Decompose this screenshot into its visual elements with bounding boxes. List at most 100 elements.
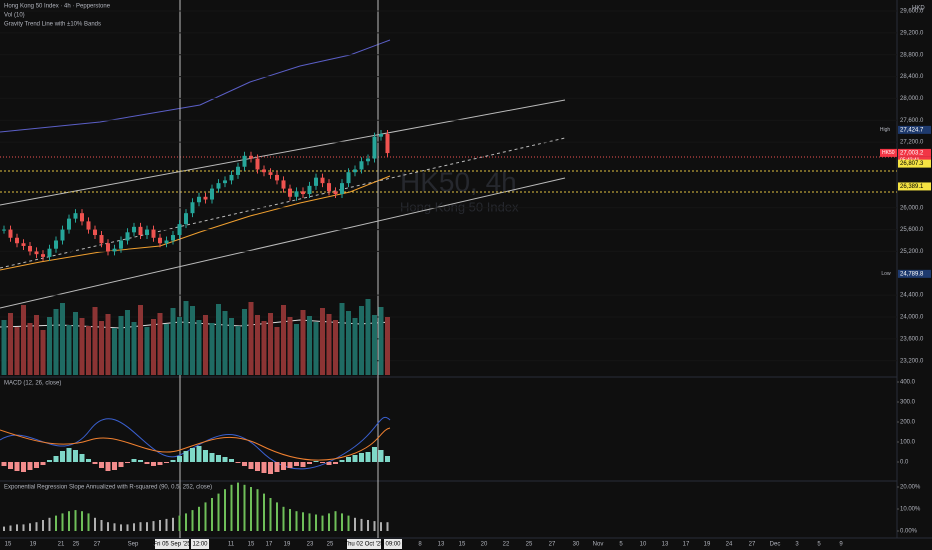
time-label: 19 — [30, 542, 37, 548]
macd-histogram-bar — [326, 462, 332, 465]
volume-bar — [47, 317, 52, 375]
regression-title: Exponential Regression Slope Annualized … — [4, 485, 212, 491]
macd-histogram-bar — [177, 456, 182, 462]
macd-histogram-bar — [164, 462, 169, 463]
candle — [171, 235, 175, 241]
candle — [301, 191, 305, 195]
candle — [158, 237, 162, 244]
candle — [41, 254, 45, 257]
volume-bar — [307, 316, 312, 375]
regression-bar — [113, 523, 116, 531]
candle — [132, 226, 136, 233]
macd-histogram-bar — [105, 462, 111, 471]
macd-histogram-bar — [261, 462, 267, 473]
volume-bar — [216, 304, 221, 375]
macd-histogram-bar — [151, 462, 156, 466]
volume-bar — [79, 318, 85, 375]
macd-histogram-bar — [274, 462, 280, 472]
time-label: 17 — [266, 542, 273, 548]
regression-bar — [185, 513, 187, 531]
macd-histogram-bar — [118, 462, 124, 467]
time-label: 5 — [619, 542, 623, 548]
channel-mid — [0, 137, 566, 269]
candle — [164, 240, 169, 244]
candle — [197, 196, 201, 203]
candle — [236, 166, 240, 175]
macd-histogram-bar — [229, 459, 234, 462]
candle — [60, 229, 65, 241]
volume-bar — [209, 323, 215, 375]
volume-bar — [105, 314, 111, 375]
regression-bar — [256, 489, 259, 531]
volume-bar — [60, 303, 65, 375]
candle — [86, 221, 91, 230]
macd-histogram-bar — [365, 452, 371, 462]
time-label: Fri 05 Sep '25 — [153, 542, 191, 548]
candle — [28, 245, 32, 252]
volume-bar — [53, 309, 59, 375]
y-tick-label: 100.0 — [900, 440, 916, 446]
macd-histogram-bar — [170, 460, 176, 462]
volume-bar — [313, 322, 319, 375]
macd-histogram-bar — [27, 462, 33, 470]
candle — [353, 169, 357, 173]
regression-bar — [243, 484, 246, 531]
regression-bar — [276, 502, 278, 531]
candle — [184, 213, 188, 225]
volume-bar — [255, 315, 260, 375]
time-label: Dec — [770, 542, 781, 548]
time-label: 27 — [749, 542, 756, 548]
macd-line — [0, 416, 391, 470]
time-label-bg — [191, 539, 209, 549]
macd-histogram-bar — [300, 462, 306, 467]
candle — [281, 180, 286, 189]
regression-bar — [9, 525, 12, 531]
volume-bar — [92, 307, 98, 375]
time-label: 19 — [284, 542, 291, 548]
symbol-badge — [880, 148, 897, 157]
macd-histogram-bar — [203, 450, 208, 462]
candle — [340, 183, 344, 195]
regression-bar — [230, 484, 233, 531]
volume-bar — [138, 305, 143, 375]
candle — [320, 177, 325, 184]
time-label: 13 — [662, 542, 669, 548]
time-label: 27 — [94, 542, 101, 548]
time-label-bg — [347, 539, 381, 549]
regression-bar — [321, 515, 324, 531]
time-label: 09:00 — [385, 542, 401, 548]
regression-bar — [152, 521, 155, 531]
signal-line — [0, 427, 391, 461]
moving-average — [0, 175, 391, 271]
y-tick-label: 24,000.0 — [900, 315, 924, 321]
volume-bar — [268, 313, 273, 375]
macd-title: MACD (12, 26, close) — [4, 381, 61, 387]
y-tick-label: 23,600.0 — [900, 336, 924, 342]
volume-bar — [320, 308, 325, 375]
macd-histogram-bar — [86, 459, 91, 462]
macd-histogram-bar — [40, 462, 46, 465]
candle — [379, 133, 383, 137]
macd-histogram-bar — [346, 457, 351, 462]
volume-bar — [281, 305, 286, 375]
regression-bar — [302, 512, 304, 531]
regression-bar — [22, 524, 25, 531]
time-label: 24 — [726, 542, 733, 548]
y-tick-label: 0.00% — [900, 529, 918, 535]
volume-bar — [235, 326, 241, 375]
time-label: 20 — [481, 542, 488, 548]
macd-histogram-bar — [157, 462, 163, 465]
candle — [372, 136, 377, 159]
macd-histogram-bar — [190, 448, 195, 462]
volume-bar — [144, 327, 150, 375]
y-tick-label: 400.0 — [900, 380, 916, 386]
macd-histogram-bar — [294, 462, 299, 466]
regression-bar — [347, 515, 350, 531]
macd-histogram-bar — [242, 462, 247, 466]
regression-bar — [315, 514, 317, 531]
volume-bar — [372, 315, 377, 375]
currency: HKD — [912, 6, 925, 12]
macd-histogram-bar — [333, 462, 338, 464]
volume-bar — [242, 309, 247, 375]
macd-histogram-bar — [268, 462, 273, 474]
